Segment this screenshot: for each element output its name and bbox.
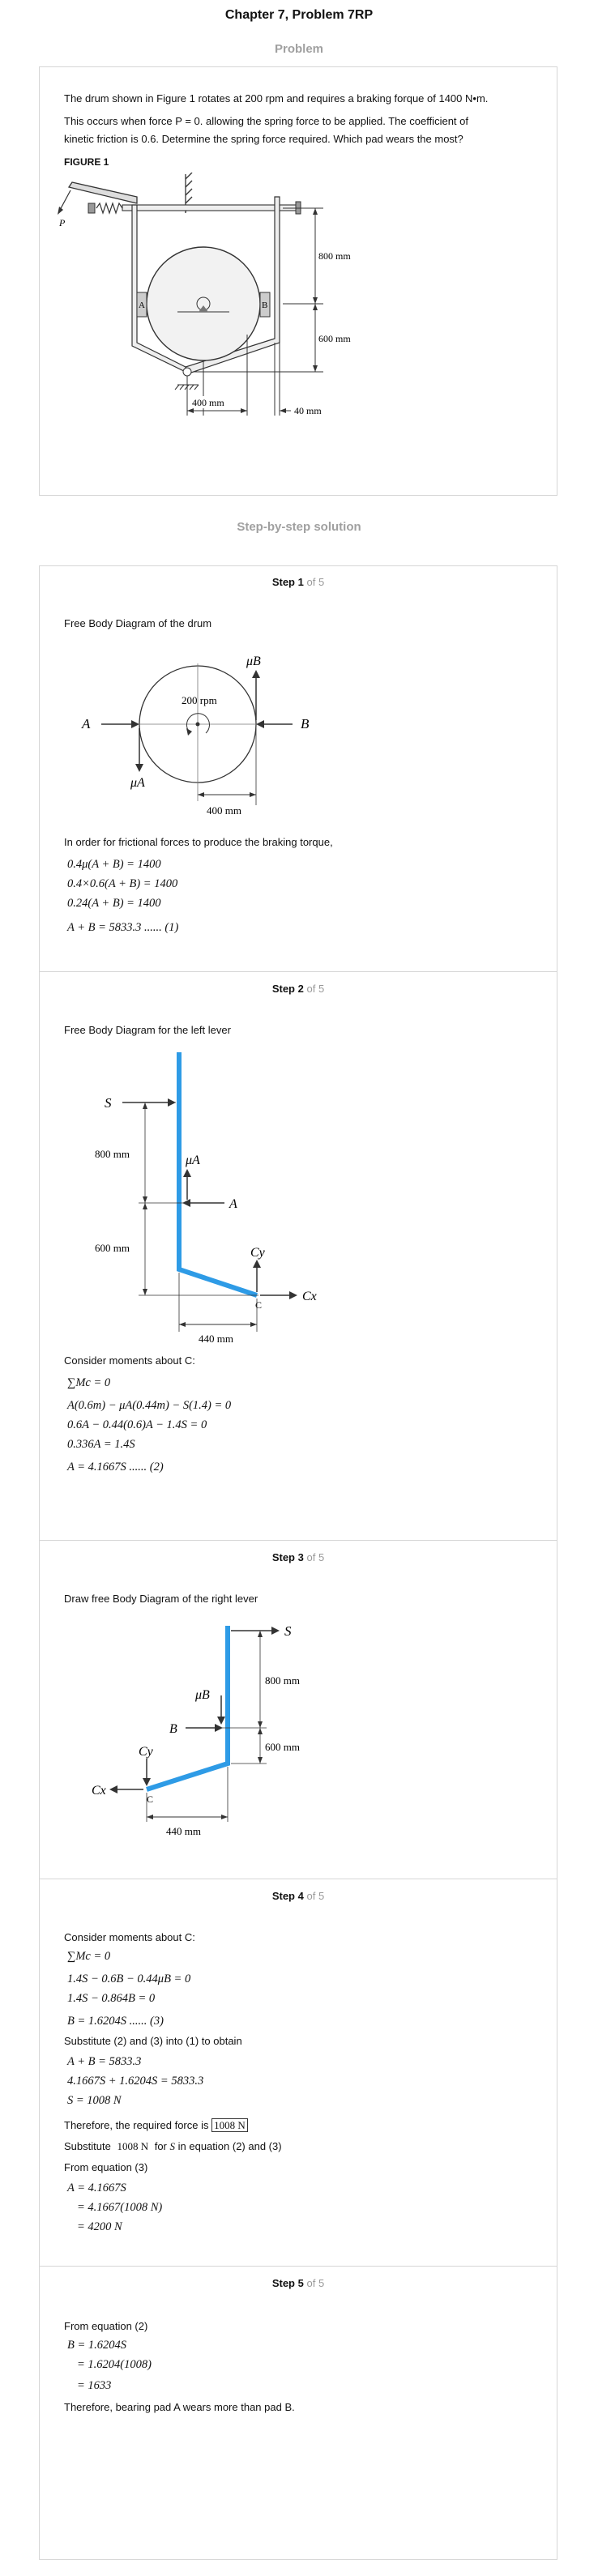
step-1-heading: Step 1 of 5	[271, 576, 325, 588]
figure-label: FIGURE 1	[64, 156, 109, 168]
step-5-eq-1: B = 1.6204S	[67, 2339, 127, 2352]
left-600-label: 600 mm	[95, 1242, 130, 1254]
step-divider	[40, 971, 557, 972]
drum-mub-label: μB	[246, 655, 261, 668]
step-4-text-5: From equation (3)	[64, 2161, 148, 2173]
step-2-heading: Step 2 of 5	[271, 983, 325, 995]
fig-p-label: P	[58, 217, 66, 228]
right-600-label: 600 mm	[265, 1741, 300, 1753]
drum-mua-label: μA	[130, 776, 145, 790]
answer-box: 1008 N	[211, 2118, 248, 2132]
right-s-label: S	[284, 1623, 292, 1639]
step-4-eq-8: A = 4.1667S	[67, 2181, 126, 2194]
step-4-text-2: Substitute (2) and (3) into (1) to obtai…	[64, 2035, 242, 2047]
problem-line-3: kinetic friction is 0.6. Determine the s…	[64, 133, 463, 145]
drum-400-label: 400 mm	[207, 804, 241, 817]
right-cy-label: Cy	[139, 1745, 154, 1759]
right-b-label: B	[169, 1722, 177, 1736]
left-800-label: 800 mm	[95, 1148, 130, 1160]
step-1-eq-4: A + B = 5833.3 ...... (1)	[67, 921, 179, 934]
step-2-eq-1: ∑Mc = 0	[67, 1376, 111, 1389]
fig-40-label: 40 mm	[294, 405, 322, 416]
drum-b-label: B	[301, 716, 310, 731]
solution-panel: Step 1 of 5 Free Body Diagram of the dru…	[39, 565, 557, 2560]
step-5-heading: Step 5 of 5	[271, 2277, 325, 2289]
step-4-eq-4: B = 1.6204S ...... (3)	[67, 2015, 164, 2028]
left-a-label: A	[229, 1197, 237, 1211]
step-2-caption: Free Body Diagram for the left lever	[64, 1024, 231, 1036]
solution-heading: Step-by-step solution	[237, 520, 361, 534]
step-1-eq-2: 0.4×0.6(A + B) = 1400	[67, 877, 178, 890]
step-1-text: In order for frictional forces to produc…	[64, 836, 333, 848]
fig-a-label: A	[139, 301, 145, 310]
right-mub-label: μB	[194, 1688, 210, 1702]
drum-fbd: 200 rpm A B μB μA 400 mm	[81, 655, 310, 817]
brake-figure: P A B 800 mm	[58, 173, 364, 416]
problem-heading: Problem	[274, 42, 323, 56]
step-4-eq-3: 1.4S − 0.864B = 0	[67, 1992, 156, 2005]
fig-600-label: 600 mm	[318, 333, 351, 344]
page-title: Chapter 7, Problem 7RP	[224, 8, 374, 22]
step-5-text-1: From equation (2)	[64, 2320, 148, 2332]
fig-800-label: 800 mm	[318, 250, 351, 262]
left-lever-fbd: S 800 mm 600 mm A μA Cy Cx C 4	[95, 1052, 317, 1344]
step-4-eq-5: A + B = 5833.3	[67, 2055, 142, 2068]
left-mua-label: μA	[185, 1154, 200, 1167]
step-5-eq-3: = 1633	[77, 2379, 112, 2392]
problem-panel: The drum shown in Figure 1 rotates at 20…	[39, 66, 557, 496]
step-2-eq-3: 0.6A − 0.44(0.6)A − 1.4S = 0	[67, 1418, 207, 1431]
step-5-eq-2: = 1.6204(1008)	[77, 2358, 152, 2371]
step-1-caption: Free Body Diagram of the drum	[64, 617, 212, 629]
step-divider	[40, 1540, 557, 1541]
left-cx-label: Cx	[302, 1290, 317, 1303]
step-1-eq-1: 0.4μ(A + B) = 1400	[67, 858, 161, 871]
left-cy-label: Cy	[250, 1246, 266, 1260]
step-4-eq-9: = 4.1667(1008 N)	[77, 2201, 163, 2214]
right-lever-fbd: S 800 mm 600 mm B μB Cy Cx C 4	[92, 1623, 300, 1837]
step-3-caption: Draw free Body Diagram of the right leve…	[64, 1593, 258, 1605]
step-2-eq-2: A(0.6m) − μA(0.44m) − S(1.4) = 0	[67, 1399, 232, 1412]
step-1-eq-3: 0.24(A + B) = 1400	[67, 897, 161, 910]
step-3-heading: Step 3 of 5	[271, 1551, 325, 1563]
step-4-text-3: Therefore, the required force is 1008 N	[64, 2117, 542, 2135]
step-divider	[40, 2266, 557, 2267]
step-5-text-2: Therefore, bearing pad A wears more than…	[64, 2401, 295, 2413]
problem-line-1: The drum shown in Figure 1 rotates at 20…	[64, 92, 489, 104]
step-4-heading: Step 4 of 5	[271, 1890, 325, 1902]
step-4-eq-6: 4.1667S + 1.6204S = 5833.3	[67, 2075, 204, 2088]
step-4-eq-1: ∑Mc = 0	[67, 1950, 111, 1963]
drum-a-label: A	[81, 716, 91, 731]
left-c-label: C	[255, 1299, 262, 1311]
fig-b-label: B	[262, 301, 267, 310]
step-4-eq-2: 1.4S − 0.6B − 0.44μB = 0	[67, 1973, 191, 1985]
step-4-eq-7: S = 1008 N	[67, 2094, 122, 2107]
step-4-eq-10: = 4200 N	[77, 2220, 122, 2233]
left-s-label: S	[105, 1095, 112, 1111]
problem-line-2: This occurs when force P = 0. allowing t…	[64, 115, 468, 127]
step-2-eq-5: A = 4.1667S ...... (2)	[67, 1461, 164, 1474]
right-800-label: 800 mm	[265, 1674, 300, 1687]
step-4-text-4: Substitute 1008 N for S in equation (2) …	[64, 2140, 282, 2152]
left-440-label: 440 mm	[199, 1333, 233, 1344]
right-440-label: 440 mm	[166, 1825, 201, 1837]
fig-400-label: 400 mm	[192, 397, 224, 408]
step-2-text: Consider moments about C:	[64, 1354, 195, 1367]
drum-rpm-label: 200 rpm	[182, 694, 217, 706]
step-2-eq-4: 0.336A = 1.4S	[67, 1438, 135, 1451]
right-c-label: C	[147, 1793, 153, 1805]
right-cx-label: Cx	[92, 1784, 106, 1798]
step-4-text-1: Consider moments about C:	[64, 1931, 195, 1943]
